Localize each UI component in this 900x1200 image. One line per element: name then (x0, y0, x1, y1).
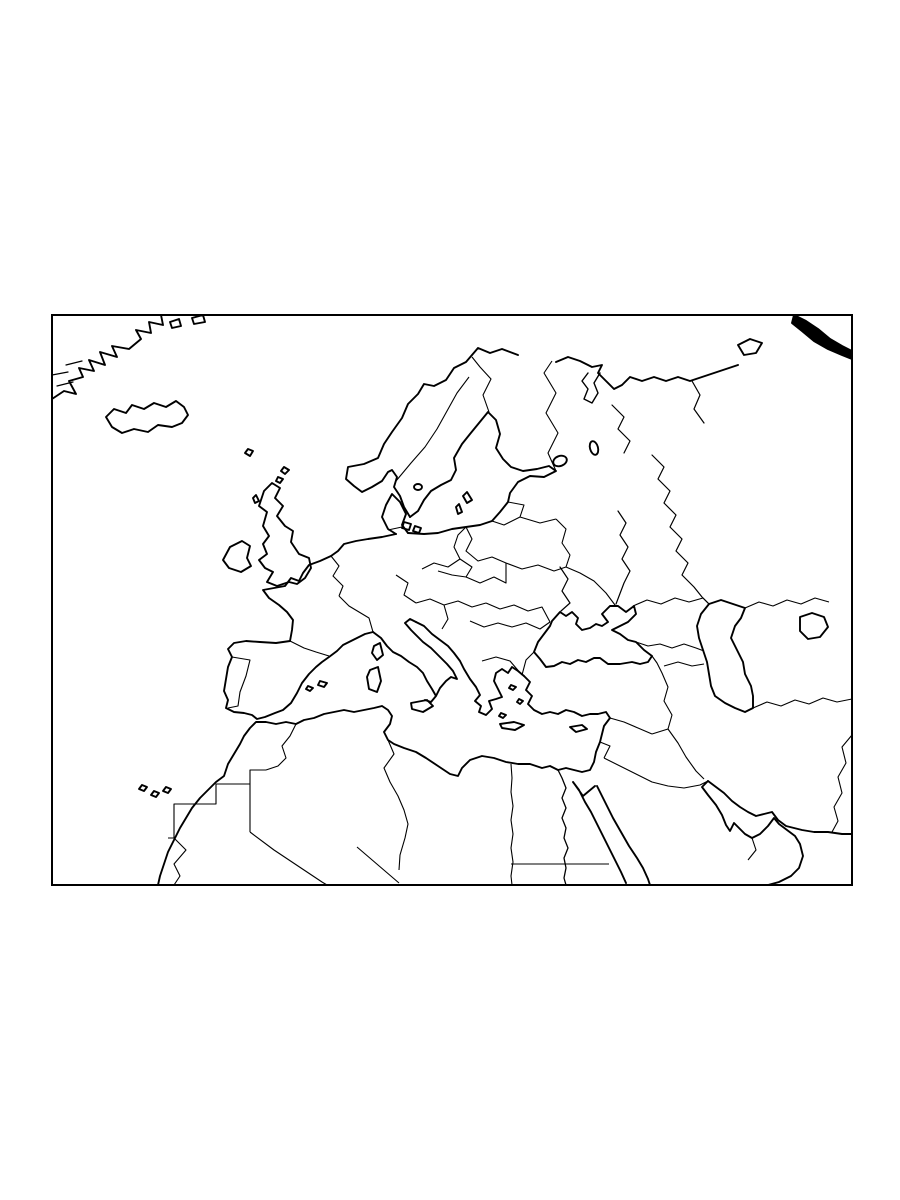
map-area (51, 314, 853, 886)
coast-aral (799, 612, 829, 640)
island-kolguyev (737, 338, 763, 356)
island-janmayen (169, 315, 206, 329)
island-sicily (410, 699, 434, 713)
lake-vanern (413, 483, 423, 491)
coast-italy (372, 618, 458, 703)
coastlines (52, 315, 852, 885)
coast-britain (258, 482, 312, 587)
coast-ireland (222, 540, 252, 573)
weaclim-logo (32, 906, 50, 931)
river-nile (557, 769, 569, 885)
colorbar (131, 929, 779, 991)
coast-turkey-levant-northafrica (157, 675, 611, 885)
coast-white-sea (581, 372, 601, 404)
islands-scotland (252, 466, 290, 504)
lake-ladoga (552, 454, 568, 468)
lake-onega (588, 440, 600, 456)
islands-denmark (401, 521, 422, 534)
coast-black-sea (533, 605, 653, 668)
coast-baltic (407, 411, 557, 535)
coast-arabia-gulf (701, 780, 804, 885)
island-novaya-zemlya (791, 315, 852, 360)
rivers-russia (559, 380, 710, 612)
coast-red-sea (572, 781, 651, 885)
coast-greenland-inner (52, 360, 83, 387)
map-canvas (51, 314, 853, 886)
country-borders (168, 356, 852, 885)
coast-arctic-russia (555, 356, 739, 390)
coast-west-europe-iberia (223, 533, 397, 720)
islands-aegean (498, 684, 588, 733)
coast-iceland (105, 400, 189, 434)
islands-baltic (455, 491, 473, 515)
coast-caspian (696, 599, 754, 713)
coast-norway (345, 347, 519, 518)
map-frame (51, 314, 853, 886)
islands-canary (138, 784, 172, 798)
island-faroe (244, 448, 254, 457)
coast-balkans-greece (415, 621, 525, 716)
islands-west-med (305, 642, 384, 693)
coast-iran-south (707, 780, 852, 835)
coast-greenland (52, 315, 164, 400)
